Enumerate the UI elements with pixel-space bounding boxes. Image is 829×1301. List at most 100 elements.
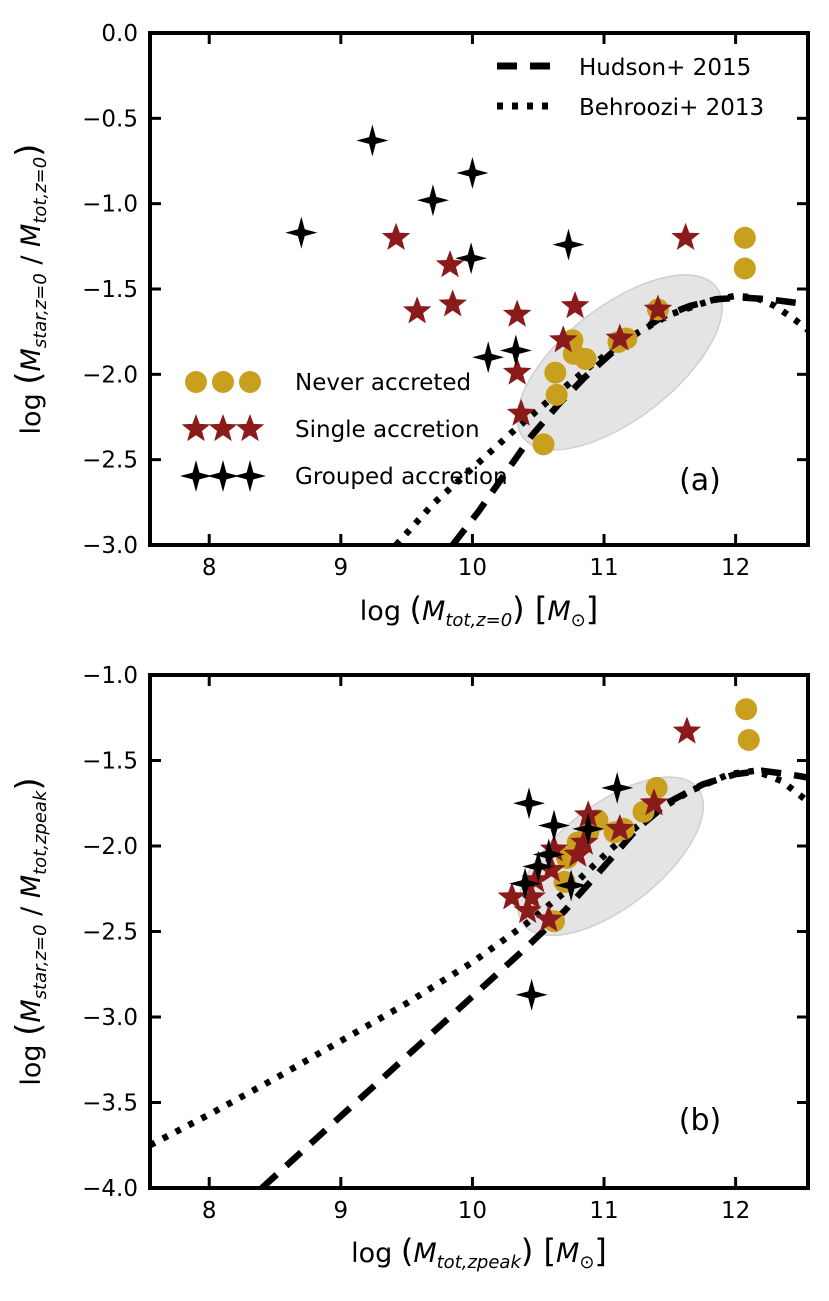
data-point xyxy=(513,787,546,820)
data-point xyxy=(672,716,702,744)
data-point xyxy=(381,222,411,250)
legend-marker xyxy=(181,414,211,442)
data-point xyxy=(455,242,488,275)
data-point xyxy=(509,867,542,900)
y-axis-label: log (Mstar,z=0 / Mtot,z=0) xyxy=(9,144,51,435)
data-point xyxy=(563,839,592,867)
y-tick-label: −2.5 xyxy=(82,448,138,474)
x-tick-label: 11 xyxy=(589,1198,618,1224)
data-point xyxy=(545,383,568,406)
data-point xyxy=(548,325,578,353)
data-point xyxy=(735,698,758,721)
data-point xyxy=(601,771,634,804)
y-tick-label: −2.5 xyxy=(82,920,138,946)
data-point xyxy=(502,357,532,385)
data-point xyxy=(538,809,571,842)
data-point xyxy=(537,854,566,883)
legend-marker xyxy=(180,460,212,492)
data-point xyxy=(506,398,536,426)
legend-label: Behroozi+ 2013 xyxy=(579,95,764,121)
x-tick-label: 8 xyxy=(202,555,217,581)
y-tick-label: −3.0 xyxy=(82,533,138,559)
data-point xyxy=(513,895,542,924)
data-point xyxy=(733,226,756,249)
x-tick-label: 10 xyxy=(458,1198,487,1224)
y-tick-label: −1.0 xyxy=(82,663,138,689)
x-axis-label: log (Mtot,zpeak) [M⊙] xyxy=(351,1232,607,1273)
data-point xyxy=(544,361,567,384)
x-tick-label: 11 xyxy=(589,555,618,581)
data-point xyxy=(438,289,467,317)
x-tick-label: 9 xyxy=(333,1198,348,1224)
series-diamond4 xyxy=(285,124,585,374)
y-tick-label: −3.5 xyxy=(82,1091,138,1117)
y-axis-label: log (Mstar,z=0 / Mtot,zpeak) xyxy=(9,777,51,1085)
y-tick-label: −1.5 xyxy=(82,749,138,775)
x-tick-label: 9 xyxy=(333,555,348,581)
highlight-ellipse xyxy=(516,274,724,451)
data-point xyxy=(671,222,700,250)
data-point xyxy=(737,728,760,751)
data-point xyxy=(497,882,527,910)
data-point xyxy=(416,184,449,217)
panel-tag-b: (b) xyxy=(679,1103,721,1138)
data-point xyxy=(560,291,590,319)
data-point xyxy=(521,865,550,893)
data-point xyxy=(555,869,588,902)
y-tick-label: −1.5 xyxy=(82,277,138,303)
data-point xyxy=(552,228,585,261)
y-tick-label: −3.0 xyxy=(82,1005,138,1031)
x-tick-label: 12 xyxy=(721,555,750,581)
y-tick-label: −0.5 xyxy=(82,106,138,132)
y-tick-label: 0.0 xyxy=(101,21,138,47)
x-tick-label: 8 xyxy=(202,1198,217,1224)
data-point xyxy=(456,156,489,189)
legend-label: Single accretion xyxy=(295,417,480,443)
legend-marker xyxy=(235,414,265,442)
data-point xyxy=(435,250,465,278)
y-tick-label: −2.0 xyxy=(82,362,138,388)
x-tick-label: 12 xyxy=(721,1198,750,1224)
y-tick-label: −1.0 xyxy=(82,192,138,218)
curve-dotted xyxy=(393,292,808,545)
curve-dotted xyxy=(150,767,808,1149)
legend-marker xyxy=(239,371,261,393)
data-point xyxy=(532,838,565,871)
marker-legend: Never accreted Single accretion Grouped ac… xyxy=(180,370,508,492)
panel-tag-a: (a) xyxy=(679,463,721,498)
data-point xyxy=(515,978,548,1011)
x-tick-label: 10 xyxy=(458,555,487,581)
data-point xyxy=(285,216,318,249)
legend-label: Never accreted xyxy=(295,370,471,396)
data-point xyxy=(502,299,532,327)
data-point xyxy=(517,882,546,910)
legend-marker xyxy=(212,371,234,393)
data-point xyxy=(639,788,669,816)
data-point xyxy=(472,341,505,374)
data-point xyxy=(402,296,432,324)
y-tick-label: −2.0 xyxy=(82,834,138,860)
legend-label: Grouped accretion xyxy=(295,464,508,490)
line-legend: Hudson+ 2015 Behroozi+ 2013 xyxy=(497,55,764,121)
y-tick-label: −4.0 xyxy=(82,1176,138,1202)
series-star xyxy=(381,222,700,426)
series-diamond4 xyxy=(509,771,634,1011)
data-point xyxy=(539,834,569,862)
legend-marker xyxy=(208,414,238,442)
legend-label: Hudson+ 2015 xyxy=(579,55,751,81)
data-point xyxy=(643,294,673,322)
x-axis-label: log (Mtot,z=0) [M⊙] xyxy=(360,590,598,631)
data-point xyxy=(605,323,635,351)
data-point xyxy=(534,904,564,932)
data-point xyxy=(532,433,555,456)
data-point xyxy=(499,334,532,367)
curve-dashed xyxy=(259,767,808,1188)
legend-marker xyxy=(234,460,266,492)
legend-marker xyxy=(207,460,239,492)
data-point xyxy=(570,827,599,855)
